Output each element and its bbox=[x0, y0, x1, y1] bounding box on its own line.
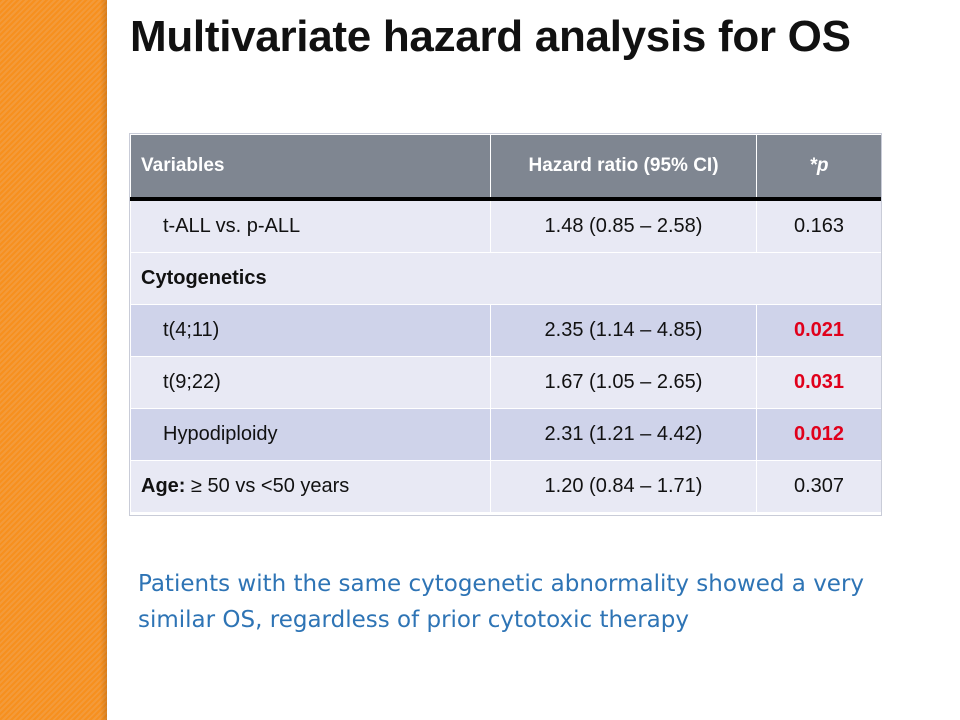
header-hazard-ratio: Hazard ratio (95% CI) bbox=[490, 134, 757, 201]
hazard-ratio-cell: 1.20 (0.84 – 1.71) bbox=[490, 460, 757, 513]
variable-cell: t-ALL vs. p-ALL bbox=[130, 198, 491, 253]
table-row: t-ALL vs. p-ALL 1.48 (0.85 – 2.58) 0.163 bbox=[130, 198, 882, 253]
table-row: t(9;22) 1.67 (1.05 – 2.65) 0.031 bbox=[130, 356, 882, 409]
hazard-ratio-cell: 2.35 (1.14 – 4.85) bbox=[490, 304, 757, 357]
p-value-cell: 0.163 bbox=[756, 198, 882, 253]
p-value-cell: 0.307 bbox=[756, 460, 882, 513]
slide-title: Multivariate hazard analysis for OS bbox=[130, 12, 851, 61]
table-header-row: Variables Hazard ratio (95% CI) *p bbox=[130, 134, 882, 201]
hazard-ratio-cell: 1.67 (1.05 – 2.65) bbox=[490, 356, 757, 409]
header-p-value: *p bbox=[756, 134, 882, 201]
variable-label-age-detail: ≥ 50 vs <50 years bbox=[185, 475, 350, 497]
table-section-row: Cytogenetics bbox=[130, 252, 882, 305]
hazard-ratio-cell: 2.31 (1.21 – 4.42) bbox=[490, 408, 757, 461]
header-variables: Variables bbox=[130, 134, 491, 201]
hazard-ratio-table: Variables Hazard ratio (95% CI) *p t-ALL… bbox=[130, 134, 882, 513]
p-value-cell-significant: 0.021 bbox=[756, 304, 882, 357]
variable-cell: Hypodiploidy bbox=[130, 408, 491, 461]
variable-label-age: Age: bbox=[141, 475, 186, 497]
accent-side-bar bbox=[0, 0, 107, 720]
hazard-ratio-cell: 1.48 (0.85 – 2.58) bbox=[490, 198, 757, 253]
variable-cell: t(9;22) bbox=[130, 356, 491, 409]
table-row: Hypodiploidy 2.31 (1.21 – 4.42) 0.012 bbox=[130, 408, 882, 461]
conclusion-note: Patients with the same cytogenetic abnor… bbox=[138, 571, 865, 633]
p-value-cell-significant: 0.031 bbox=[756, 356, 882, 409]
accent-side-bar-shadow bbox=[100, 0, 107, 720]
variable-cell: Age: ≥ 50 vs <50 years bbox=[130, 460, 491, 513]
section-label-cytogenetics: Cytogenetics bbox=[130, 252, 882, 305]
p-value-cell-significant: 0.012 bbox=[756, 408, 882, 461]
variable-cell: t(4;11) bbox=[130, 304, 491, 357]
table-row: t(4;11) 2.35 (1.14 – 4.85) 0.021 bbox=[130, 304, 882, 357]
table-row: Age: ≥ 50 vs <50 years 1.20 (0.84 – 1.71… bbox=[130, 460, 882, 513]
